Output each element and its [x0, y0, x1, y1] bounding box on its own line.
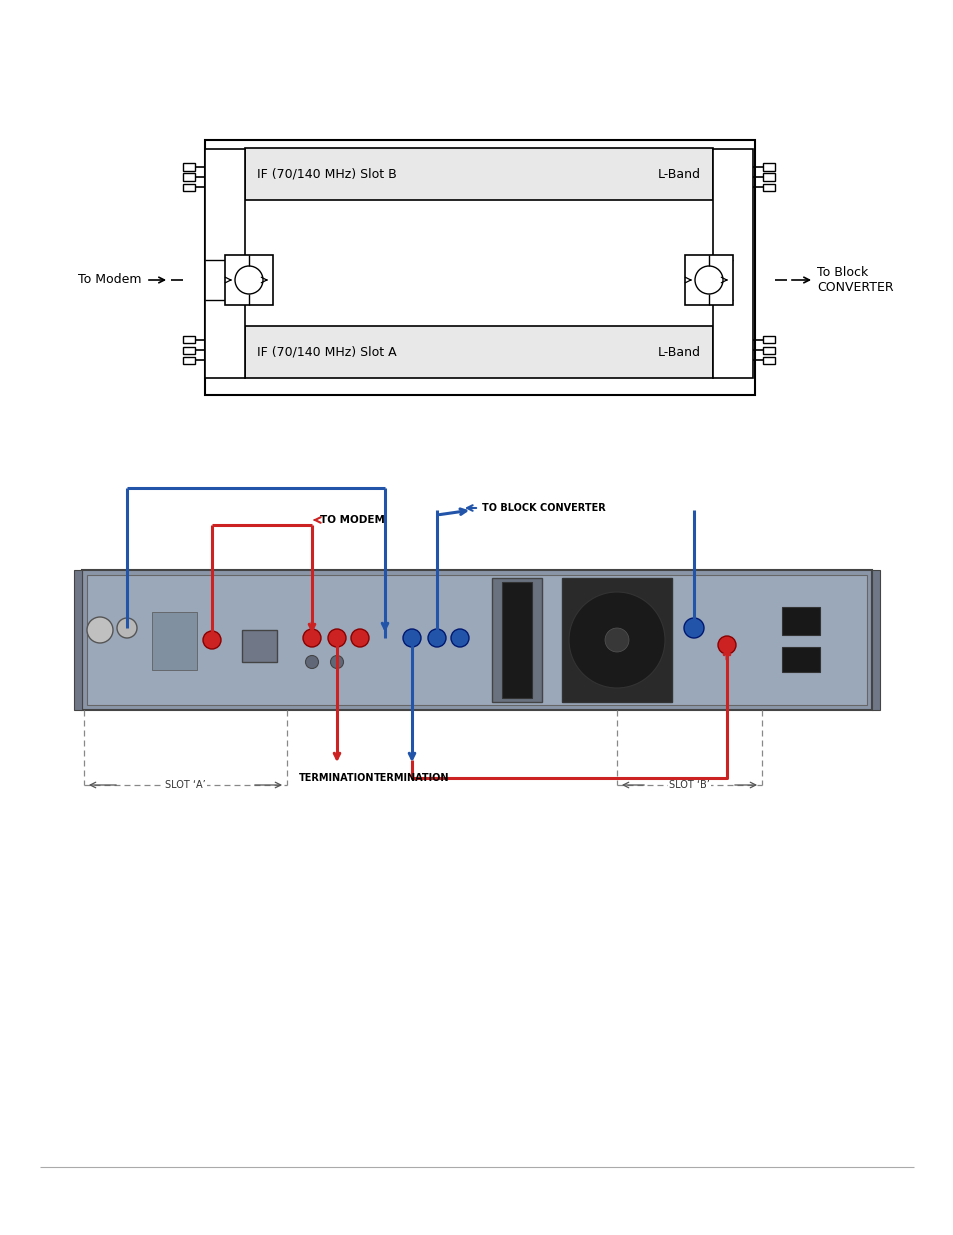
Circle shape — [568, 592, 664, 688]
Text: L-Band: L-Band — [658, 168, 700, 180]
Bar — [225, 254, 273, 305]
Text: IF (70/140 MHz) Slot B: IF (70/140 MHz) Slot B — [256, 168, 396, 180]
Bar — [82, 571, 871, 710]
Circle shape — [351, 629, 369, 647]
Circle shape — [402, 629, 420, 647]
Bar — [242, 630, 276, 662]
Text: SLOT ‘B’: SLOT ‘B’ — [668, 781, 709, 790]
Circle shape — [203, 631, 221, 650]
Bar — [762, 336, 774, 343]
Bar — [183, 184, 194, 190]
Bar — [762, 184, 774, 190]
Text: TERMINATION: TERMINATION — [299, 773, 375, 783]
Circle shape — [87, 618, 112, 643]
Bar — [183, 347, 194, 353]
Bar — [712, 149, 752, 378]
Bar — [245, 326, 712, 378]
Text: To Modem: To Modem — [77, 273, 141, 287]
Bar — [74, 571, 82, 710]
Text: TO MODEM: TO MODEM — [319, 515, 384, 525]
Bar — [205, 149, 245, 378]
Circle shape — [451, 629, 469, 647]
Bar — [183, 357, 194, 363]
Bar — [205, 140, 754, 395]
Circle shape — [428, 629, 446, 647]
Bar — [183, 163, 194, 170]
Circle shape — [117, 618, 137, 638]
Text: To Block
CONVERTER: To Block CONVERTER — [816, 266, 893, 294]
Circle shape — [718, 636, 735, 655]
Text: TERMINATION: TERMINATION — [374, 773, 449, 783]
Circle shape — [604, 629, 628, 652]
Circle shape — [303, 629, 320, 647]
Bar — [561, 578, 671, 701]
Circle shape — [330, 656, 343, 668]
Text: IF (70/140 MHz) Slot A: IF (70/140 MHz) Slot A — [256, 346, 396, 358]
Bar — [781, 606, 820, 635]
Circle shape — [305, 656, 318, 668]
Bar — [781, 647, 820, 672]
Bar — [684, 254, 732, 305]
Bar — [762, 173, 774, 180]
Bar — [87, 576, 866, 705]
Bar — [245, 148, 712, 200]
Bar — [492, 578, 541, 701]
Bar — [501, 582, 532, 698]
Bar — [762, 357, 774, 363]
Bar — [183, 336, 194, 343]
Circle shape — [328, 629, 346, 647]
Circle shape — [683, 618, 703, 638]
Circle shape — [234, 266, 263, 294]
Text: SLOT ‘A’: SLOT ‘A’ — [165, 781, 206, 790]
Text: L-Band: L-Band — [658, 346, 700, 358]
Bar — [762, 163, 774, 170]
Bar — [152, 613, 196, 671]
Bar — [762, 347, 774, 353]
Bar — [183, 173, 194, 180]
Circle shape — [695, 266, 722, 294]
Bar — [871, 571, 879, 710]
Text: TO BLOCK CONVERTER: TO BLOCK CONVERTER — [481, 503, 605, 513]
